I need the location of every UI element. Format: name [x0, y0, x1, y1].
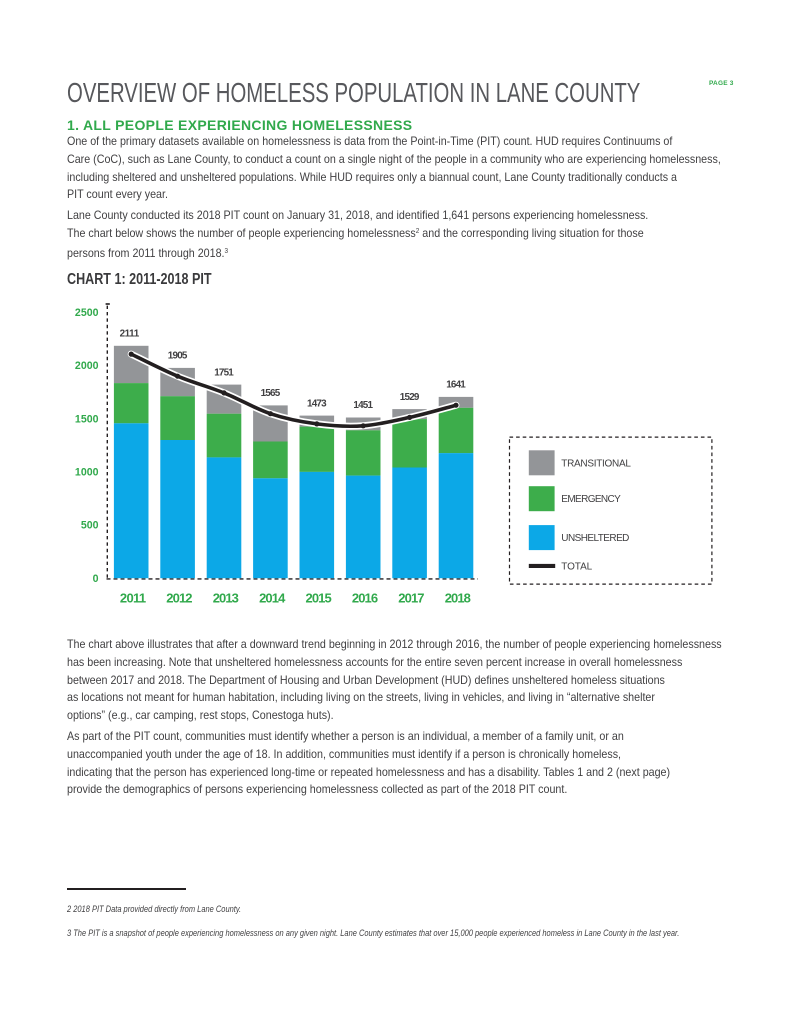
svg-text:2014: 2014: [259, 591, 286, 606]
svg-text:2018: 2018: [445, 591, 471, 606]
svg-text:2000: 2000: [75, 360, 99, 372]
svg-text:2016: 2016: [352, 591, 378, 606]
svg-text:2017: 2017: [398, 591, 424, 606]
svg-text:1641: 1641: [446, 380, 466, 391]
svg-text:2111: 2111: [120, 329, 140, 340]
svg-text:0: 0: [93, 573, 99, 585]
svg-text:2500: 2500: [75, 307, 99, 319]
svg-text:1905: 1905: [168, 351, 188, 362]
svg-text:UNSHELTERED: UNSHELTERED: [561, 533, 629, 544]
svg-text:TRANSITIONAL: TRANSITIONAL: [561, 458, 631, 469]
svg-text:1751: 1751: [214, 367, 234, 378]
svg-text:2013: 2013: [213, 591, 239, 606]
svg-text:2012: 2012: [166, 591, 192, 606]
svg-text:500: 500: [81, 520, 99, 532]
svg-text:TOTAL: TOTAL: [561, 561, 592, 572]
svg-text:1473: 1473: [307, 398, 327, 409]
svg-text:EMERGENCY: EMERGENCY: [561, 494, 621, 505]
svg-text:1529: 1529: [400, 392, 420, 403]
svg-text:1500: 1500: [75, 413, 99, 425]
svg-text:1451: 1451: [353, 400, 373, 411]
svg-text:1565: 1565: [261, 388, 281, 399]
svg-text:2015: 2015: [306, 591, 332, 606]
svg-text:1000: 1000: [75, 467, 99, 479]
svg-text:2011: 2011: [120, 591, 146, 606]
